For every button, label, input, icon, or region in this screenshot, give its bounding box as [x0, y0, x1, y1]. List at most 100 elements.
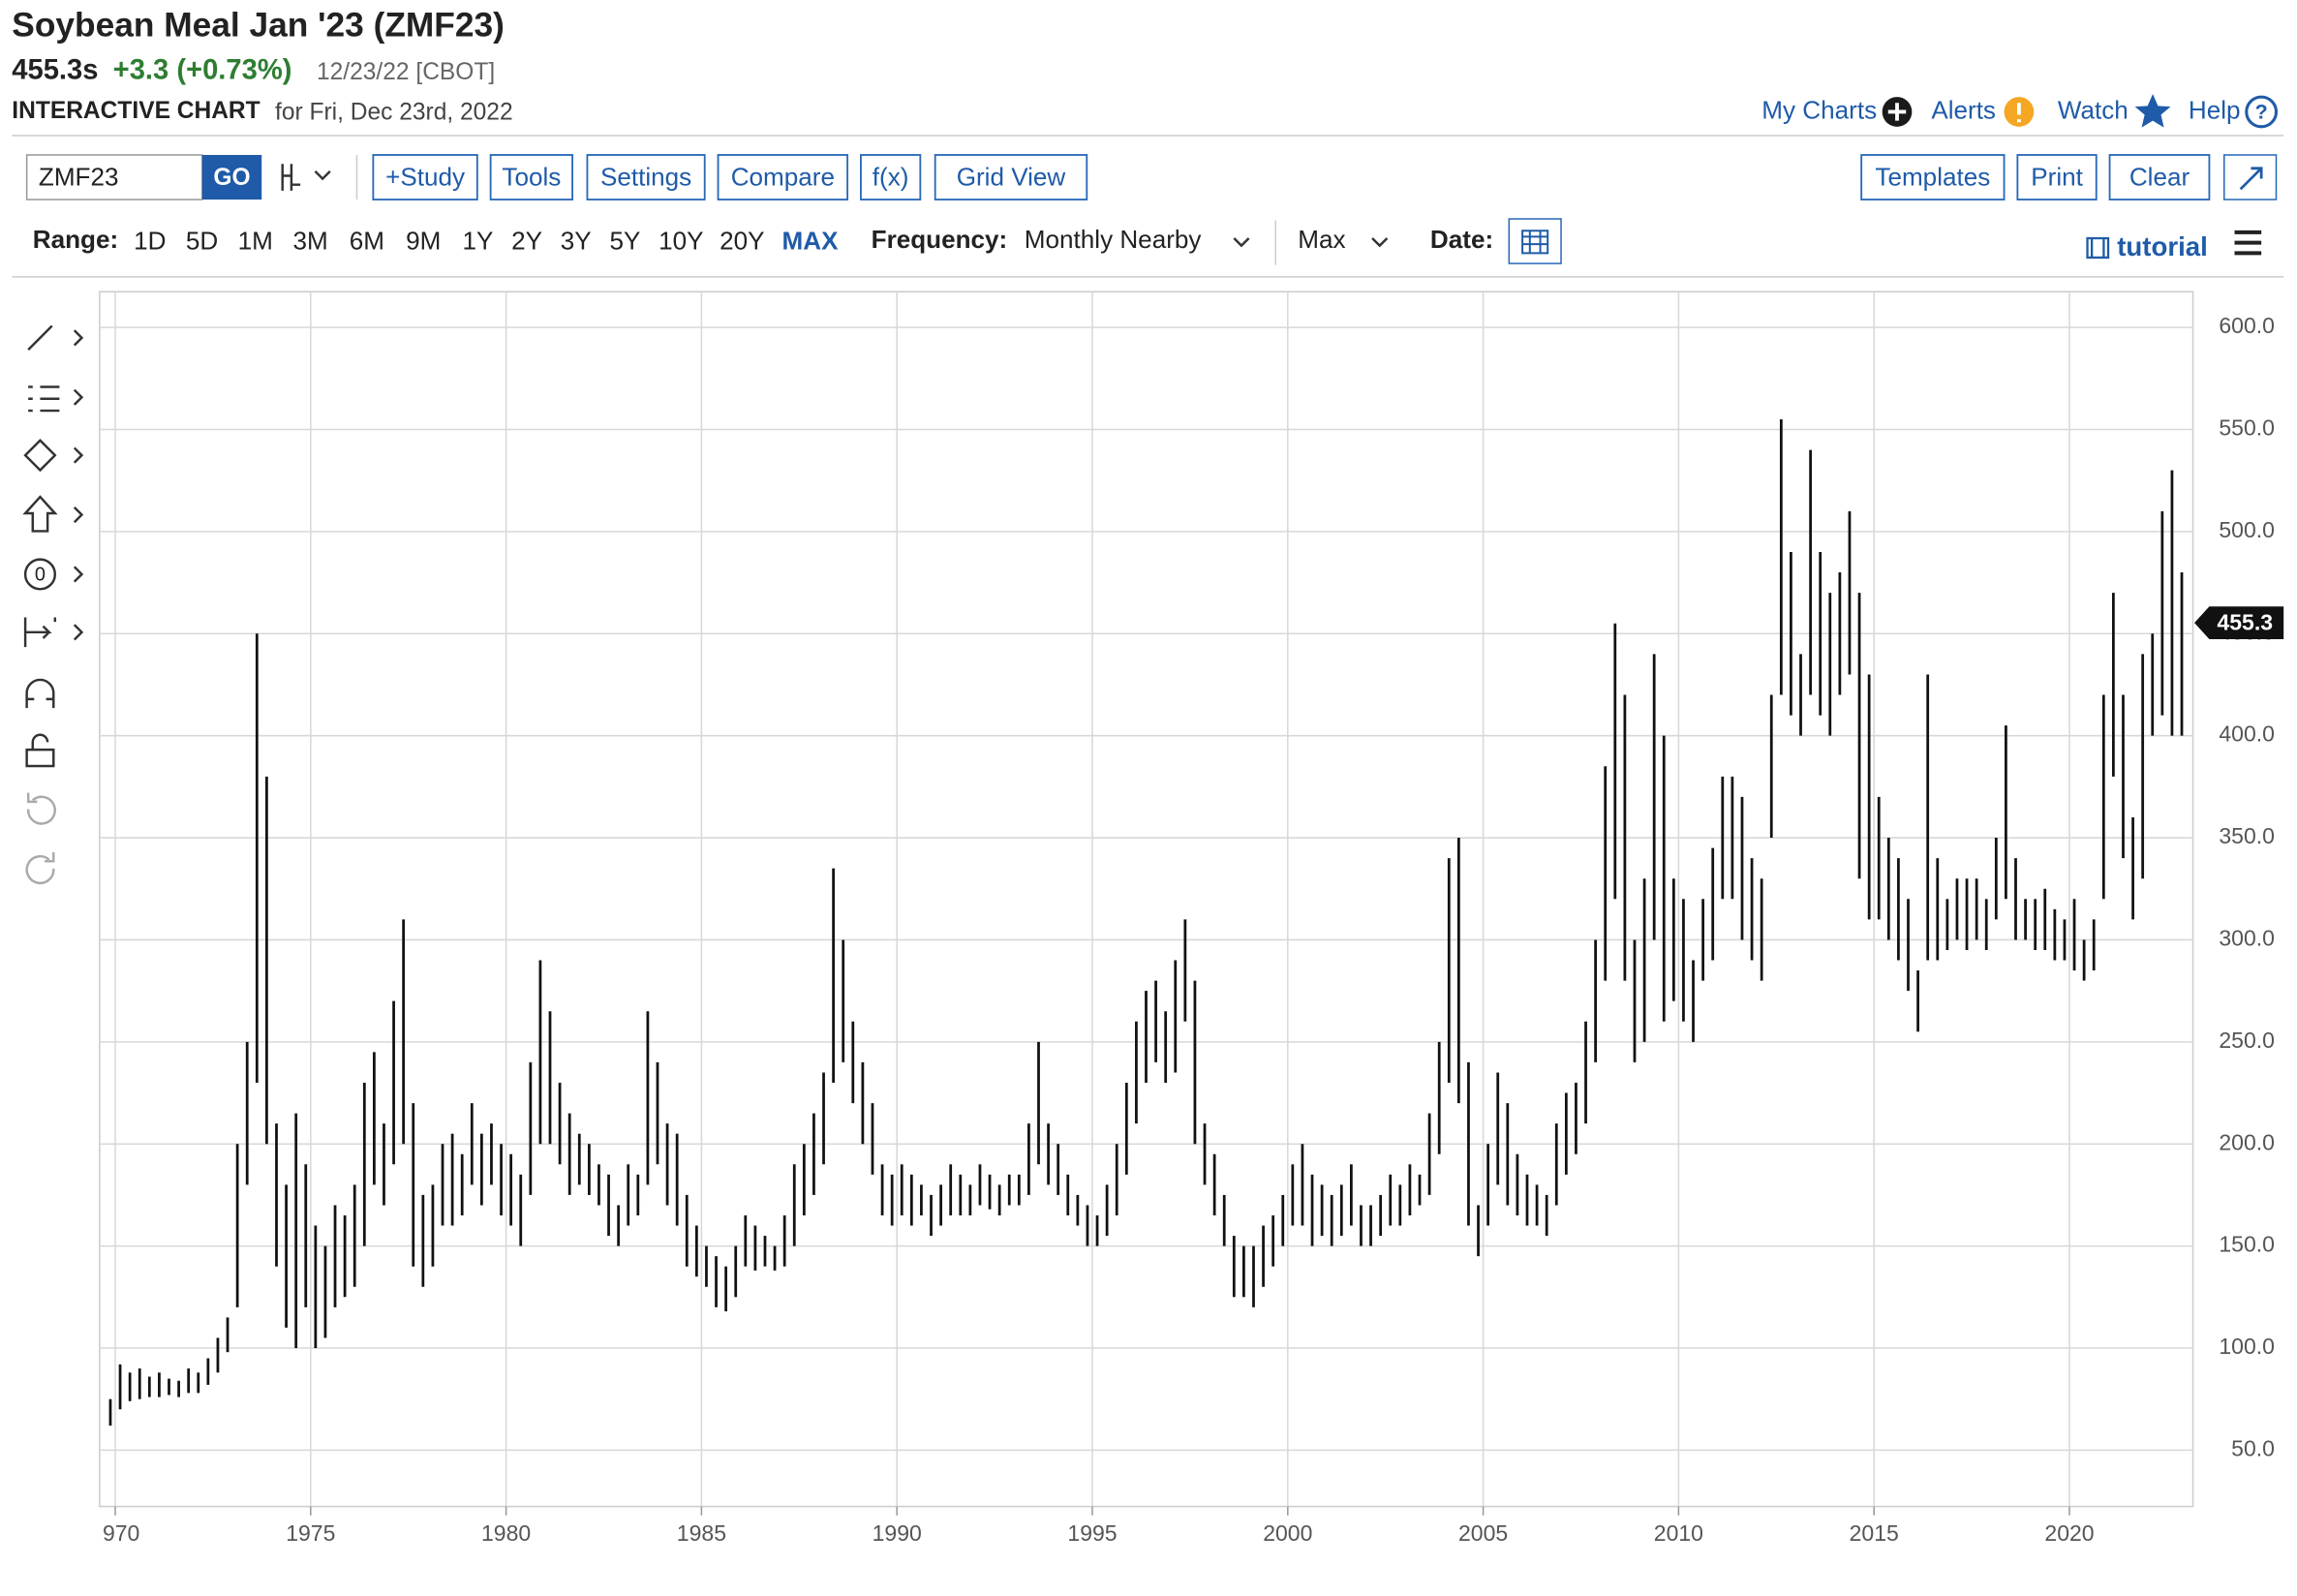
range-option[interactable]: 2Y: [511, 226, 542, 255]
button-frame: [372, 154, 478, 200]
plot-area: [99, 291, 2194, 1508]
go-button[interactable]: [201, 154, 262, 200]
chevron: [73, 566, 84, 583]
symbol-input[interactable]: [25, 154, 203, 200]
button-label: Compare: [731, 162, 835, 191]
x-tick-label: 2020: [2044, 1520, 2094, 1546]
button-frame: [717, 154, 849, 200]
period-select[interactable]: Max: [1298, 225, 1345, 254]
tool-undo[interactable]: [26, 792, 56, 825]
range-option[interactable]: 6M: [350, 226, 384, 255]
button-label: +Study: [385, 162, 465, 191]
x-tick-label: 1995: [1067, 1520, 1117, 1546]
toolbar-button[interactable]: Clear: [2108, 154, 2211, 200]
tutorial-icon: [2086, 236, 2110, 260]
range-option[interactable]: 3M: [292, 226, 327, 255]
nav-link[interactable]: Watch: [2058, 95, 2129, 124]
page-title: Soybean Meal Jan '23 (ZMF23): [12, 6, 505, 44]
range-option[interactable]: MAX: [782, 226, 840, 255]
x-tick-label: 2005: [1458, 1520, 1508, 1546]
tool-magnet[interactable]: [25, 678, 55, 709]
go-label: GO: [213, 165, 250, 191]
last-price-marker: [2194, 606, 2284, 640]
x-tick-label: 2015: [1850, 1520, 1899, 1546]
button-label: Print: [2031, 162, 2083, 191]
x-tick-label: 1975: [286, 1520, 335, 1546]
tool-arrow[interactable]: [22, 495, 84, 533]
button-frame: [586, 154, 706, 200]
toolbar-button[interactable]: Grid View: [934, 154, 1088, 200]
button-label: Settings: [600, 162, 691, 191]
chevron: [1371, 237, 1389, 248]
chart-label: INTERACTIVE CHART: [12, 98, 260, 124]
range-option[interactable]: 20Y: [720, 226, 764, 255]
x-tick-label: 1990: [873, 1520, 922, 1546]
help-icon[interactable]: [2245, 95, 2279, 129]
menu-icon[interactable]: [2234, 230, 2262, 256]
y-tick-label: 200.0: [2219, 1129, 2275, 1154]
range-option[interactable]: 1Y: [462, 226, 493, 255]
range-option[interactable]: 1M: [238, 226, 273, 255]
tool-redo[interactable]: [25, 852, 55, 885]
range-label: Range:: [33, 225, 118, 254]
price-change: +3.3 (+0.73%): [113, 55, 292, 86]
symbol-text: ZMF23: [39, 162, 119, 191]
range-option[interactable]: 5D: [186, 226, 218, 255]
toolbar-left: +Study Tools Settings Compare f(x) Grid View: [372, 154, 1088, 200]
chart: 50.0 100.0 150.0 200.0 250.0 300.0 350.0 400.0 4…: [99, 291, 2284, 1546]
nav-link[interactable]: My Charts: [1761, 95, 1877, 124]
tool-line[interactable]: [27, 324, 84, 351]
range-option[interactable]: 9M: [406, 226, 441, 255]
toolbar-button[interactable]: Templates: [1860, 154, 2006, 200]
range-option[interactable]: 3Y: [561, 226, 592, 255]
range-option[interactable]: 10Y: [658, 226, 703, 255]
chevron: [1233, 237, 1250, 248]
tool-text-glyph: 0: [35, 565, 46, 586]
toolbar-right: Templates Print Clear: [1860, 154, 2211, 200]
tool-measure[interactable]: [23, 617, 84, 648]
button-frame: [934, 154, 1088, 200]
tool-text[interactable]: [23, 558, 57, 591]
expand-button[interactable]: [2223, 154, 2278, 200]
y-tick-label: 550.0: [2219, 415, 2275, 441]
range-option[interactable]: 5Y: [609, 226, 640, 255]
toolbar-button[interactable]: Print: [2016, 154, 2098, 200]
toolbar-button[interactable]: +Study: [372, 154, 478, 200]
button-label: Grid View: [957, 162, 1066, 191]
button-label: Templates: [1875, 162, 1990, 191]
x-tick-label: 970: [103, 1520, 139, 1546]
x-tick-label: 2000: [1263, 1520, 1312, 1546]
calendar-icon: [1521, 230, 1549, 255]
toolbar-button[interactable]: Tools: [489, 154, 574, 200]
y-tick-label: 100.0: [2219, 1334, 2275, 1359]
tool-shape[interactable]: [23, 439, 84, 473]
chart-type-icon[interactable]: [281, 164, 331, 191]
date-label: Date:: [1430, 225, 1493, 254]
range-option[interactable]: 1D: [134, 226, 166, 255]
button-frame: [489, 154, 574, 200]
star-icon[interactable]: [2134, 94, 2171, 128]
x-tick-label: 1985: [677, 1520, 726, 1546]
nav-link[interactable]: Alerts: [1931, 95, 1996, 124]
plus-sign: [1887, 103, 1907, 121]
nav: My Charts Alerts Watch Help ?: [1761, 94, 2279, 129]
frequency-select[interactable]: Monthly Nearby: [1025, 225, 1202, 254]
toolbar-button[interactable]: Settings: [586, 154, 706, 200]
y-tick-label: 600.0: [2219, 313, 2275, 338]
chart-date: for Fri, Dec 23rd, 2022: [275, 99, 513, 125]
nav-link[interactable]: Help: [2189, 95, 2241, 124]
button-label: f(x): [873, 162, 909, 191]
button-frame: [2016, 154, 2098, 200]
calendar-button[interactable]: [1508, 218, 1562, 264]
expand-icon: [2239, 167, 2263, 191]
frequency-label: Frequency:: [872, 225, 1008, 254]
help-mark: ?: [2255, 101, 2268, 124]
toolbar-button[interactable]: Compare: [717, 154, 849, 200]
tool-lock[interactable]: [25, 733, 55, 768]
tutorial-link[interactable]: tutorial: [2117, 231, 2208, 261]
tool-fib[interactable]: [28, 385, 84, 413]
range-options: 1D 5D 1M 3M 6M 9M 1Y 2Y 3Y 5Y 10Y 20Y MAX: [134, 226, 839, 255]
toolbar-button[interactable]: f(x): [860, 154, 922, 200]
